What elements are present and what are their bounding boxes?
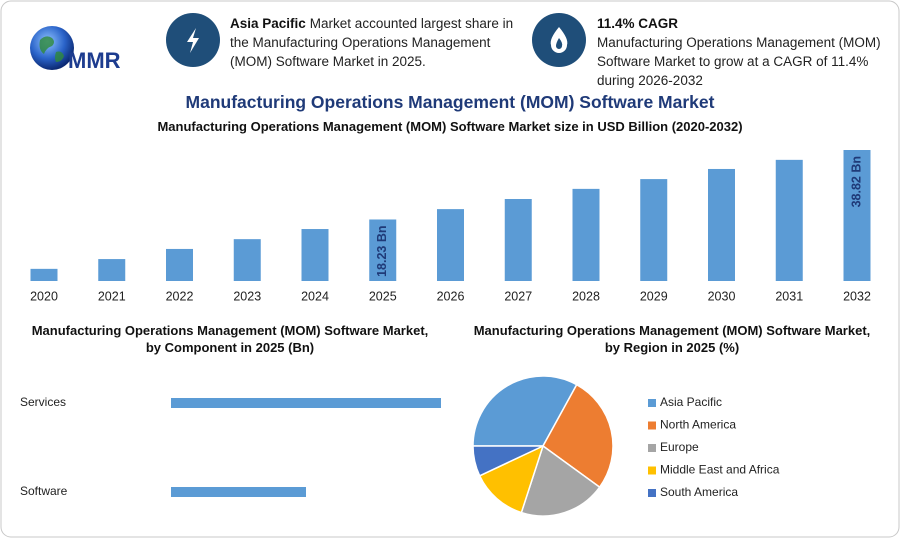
bar <box>843 150 871 281</box>
bar <box>572 188 600 281</box>
pie-slice <box>542 383 614 489</box>
legend-label: Europe <box>660 440 699 454</box>
legend-label: Asia Pacific <box>660 395 722 409</box>
logo-land <box>39 36 64 62</box>
legend-swatch <box>648 444 656 452</box>
highlight: Asia Pacific Market accounted largest sha… <box>230 14 525 71</box>
chart-title: Manufacturing Operations Management (MOM… <box>31 323 429 355</box>
y-tick-label: Services <box>20 395 66 409</box>
x-tick-label: 2025 <box>369 289 397 303</box>
x-tick-label: 2029 <box>640 289 668 303</box>
value-label: 18.23 Bn <box>375 225 389 276</box>
x-tick-label: 2023 <box>233 289 261 303</box>
bar <box>233 239 261 281</box>
legend-label: Middle East and Africa <box>660 463 780 477</box>
bar <box>301 229 329 281</box>
x-tick-label: 2024 <box>301 289 329 303</box>
highlight: 11.4% CAGR Manufacturing Operations Manag… <box>597 14 887 90</box>
icon-drop-inner <box>556 38 563 49</box>
legend-swatch <box>648 466 656 475</box>
legend-swatch <box>648 399 656 407</box>
pie-slice <box>472 445 544 477</box>
value-label: 38.82 Bn <box>849 156 863 207</box>
pie-slice <box>520 444 601 517</box>
bar <box>30 268 58 281</box>
y-tick-label: Software <box>20 484 68 498</box>
bar <box>98 259 126 281</box>
highlight-bold: 11.4% CAGR <box>597 16 679 31</box>
x-tick-label: 2032 <box>843 289 871 303</box>
bar <box>369 219 397 281</box>
icon-bolt <box>187 28 199 53</box>
bar <box>775 159 803 281</box>
bar <box>504 198 532 281</box>
legend-label: North America <box>660 418 736 432</box>
bar <box>171 487 306 497</box>
x-tick-label: 2020 <box>30 289 58 303</box>
x-tick-label: 2022 <box>166 289 194 303</box>
legend-swatch <box>648 489 656 497</box>
highlight-text: Manufacturing Operations Management (MOM… <box>597 35 881 88</box>
pie-slice <box>472 375 578 447</box>
chart-title: Manufacturing Operations Management (MOM… <box>157 119 743 134</box>
chart-title: Manufacturing Operations Management (MOM… <box>473 323 871 355</box>
x-tick-label: 2021 <box>98 289 126 303</box>
pie-slice <box>478 444 545 514</box>
x-tick-label: 2030 <box>708 289 736 303</box>
x-tick-label: 2027 <box>504 289 532 303</box>
bar <box>640 179 668 281</box>
legend-swatch <box>648 421 656 430</box>
x-tick-label: 2028 <box>572 289 600 303</box>
legend-label: South America <box>660 485 738 499</box>
logo-text: MMR <box>68 48 121 73</box>
bar <box>166 248 193 281</box>
logo-globe <box>30 26 74 70</box>
bar <box>708 168 735 281</box>
page-title: Manufacturing Operations Management (MOM… <box>185 92 715 112</box>
highlight-text: Market accounted largest share in the Ma… <box>230 16 514 69</box>
bar <box>171 398 441 408</box>
bar <box>437 209 464 281</box>
highlight-bold: Asia Pacific <box>230 16 306 31</box>
x-tick-label: 2031 <box>775 289 803 303</box>
x-tick-label: 2026 <box>437 289 465 303</box>
